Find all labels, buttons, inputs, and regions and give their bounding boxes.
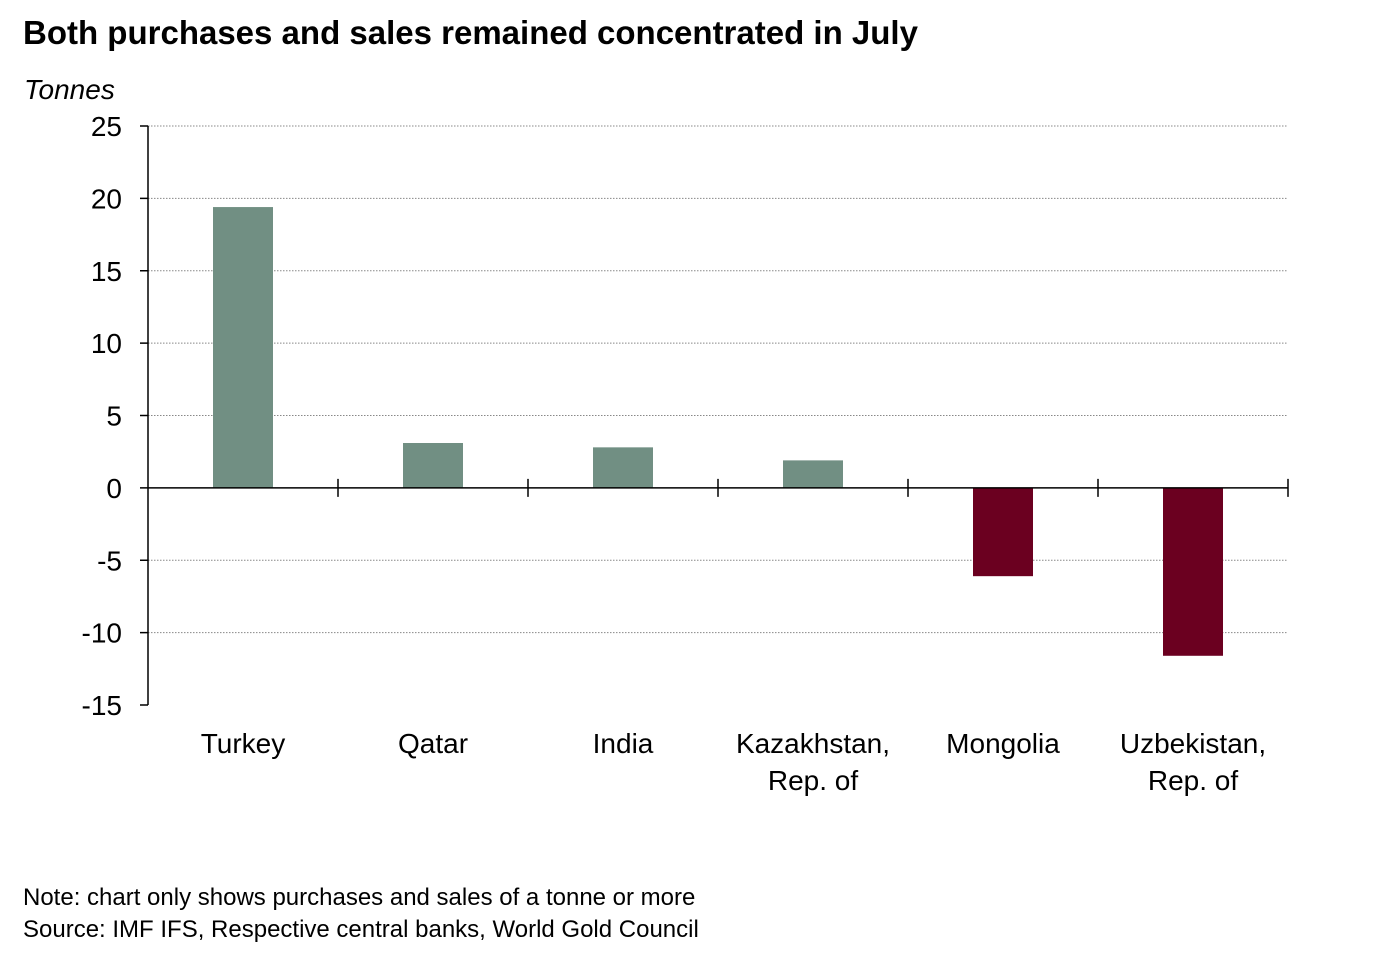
x-category-label: Turkey (201, 728, 286, 759)
chart-title: Both purchases and sales remained concen… (23, 14, 918, 51)
bar-kazakhstan (783, 460, 843, 488)
bars (213, 207, 1223, 656)
bar-mongolia (973, 487, 1033, 577)
x-category-label: Rep. of (768, 765, 858, 796)
y-tick-label: 0 (106, 473, 122, 504)
chart-source: Source: IMF IFS, Respective central bank… (23, 916, 699, 943)
y-tick-label: 20 (91, 183, 122, 214)
y-tick-label: -10 (82, 618, 122, 649)
y-tick-label: 10 (91, 328, 122, 359)
y-tick-label: 5 (106, 401, 122, 432)
chart-note: Note: chart only shows purchases and sal… (23, 884, 696, 911)
y-tick-label: 15 (91, 256, 122, 287)
bar-qatar (403, 443, 463, 488)
axis-labels: 25 20 15 10 5 0 -5 -10 -15 Turkey Qatar India Kazakh… (82, 111, 1267, 796)
x-category-label: India (593, 728, 654, 759)
x-category-label: Uzbekistan, (1120, 728, 1266, 759)
x-category-label: Mongolia (946, 728, 1060, 759)
x-category-label: Qatar (398, 728, 468, 759)
y-tick-label: 25 (91, 111, 122, 142)
x-category-label: Kazakhstan, (736, 728, 890, 759)
x-category-label: Rep. of (1148, 765, 1238, 796)
gridlines (148, 125, 1288, 634)
y-tick-label: -15 (82, 690, 122, 721)
footnotes: Note: chart only shows purchases and sal… (23, 882, 699, 946)
bar-uzbekistan (1163, 487, 1223, 656)
axes (140, 125, 1289, 706)
bar-india (593, 447, 653, 488)
bar-turkey (213, 207, 273, 488)
y-axis-unit-label: Tonnes (24, 74, 115, 105)
y-tick-label: -5 (97, 545, 122, 576)
